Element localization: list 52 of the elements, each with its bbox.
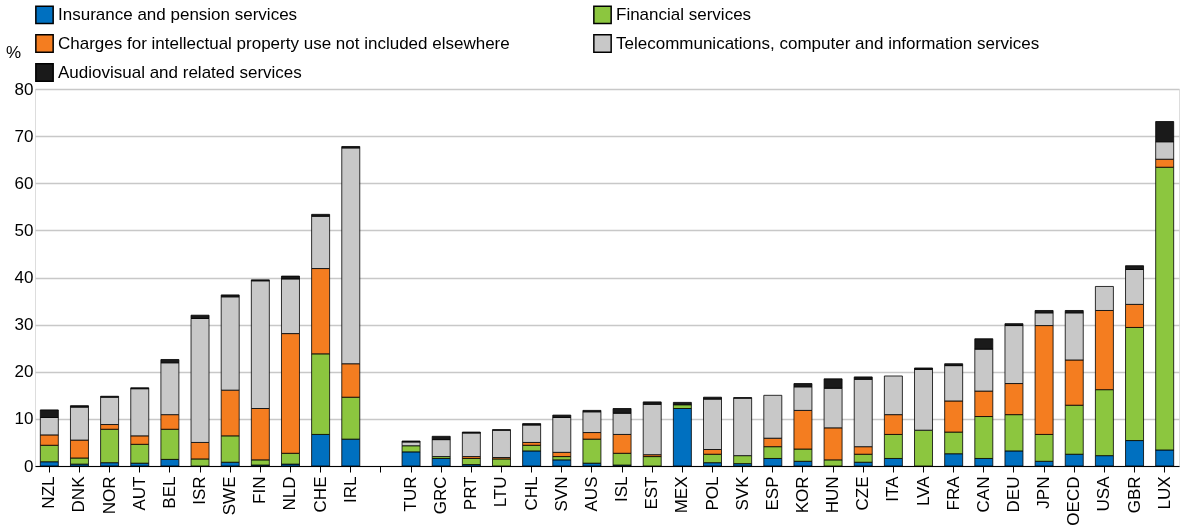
- x-tick-label: CZE: [853, 476, 873, 511]
- y-tick-label: 30: [14, 315, 34, 335]
- y-tick-label: 40: [14, 268, 34, 287]
- legend-label: Charges for intellectual property use not included elsewhere: [58, 33, 510, 53]
- y-axis-title: %: [5, 42, 22, 62]
- x-tick-label: AUT: [129, 476, 149, 511]
- x-tick-label: OECD: [1064, 476, 1084, 526]
- x-tick-label: EST: [642, 476, 662, 510]
- y-tick-label: 10: [14, 409, 34, 429]
- x-tick-label: CHE: [310, 476, 330, 513]
- x-tick-label: DNK: [69, 475, 89, 513]
- x-tick-label: ISR: [190, 476, 210, 505]
- x-tick-label: SWE: [220, 476, 240, 516]
- x-tick-label: LVA: [913, 475, 933, 507]
- x-tick-label: FIN: [250, 476, 270, 504]
- x-tick-label: GRC: [431, 476, 451, 515]
- y-tick-label: 20: [14, 362, 34, 382]
- x-tick-label: PRT: [461, 476, 481, 511]
- y-tick-label: 50: [14, 220, 34, 240]
- x-tick-label: LUX: [1154, 476, 1174, 510]
- x-tick-label: SVK: [732, 475, 752, 511]
- x-tick-label: BEL: [159, 476, 179, 509]
- x-tick-label: LTU: [491, 476, 511, 508]
- x-tick-label: ITA: [883, 475, 903, 502]
- x-tick-label: AUS: [581, 476, 601, 512]
- x-tick-label: NOR: [99, 476, 119, 515]
- legend-label: Telecommunications, computer and information services: [616, 33, 1040, 53]
- x-tick-label: MEX: [672, 476, 692, 514]
- legend-label: Financial services: [616, 4, 752, 24]
- y-tick-label: 80: [14, 79, 34, 99]
- x-tick-label: ESP: [762, 476, 782, 511]
- x-tick-label: JPN: [1034, 476, 1054, 509]
- legend-label: Audiovisual and related services: [58, 62, 302, 82]
- legend-label: Insurance and pension services: [58, 4, 298, 24]
- x-tick-label: FRA: [943, 475, 963, 511]
- x-tick-label: USA: [1094, 475, 1114, 512]
- y-tick-label: 60: [14, 173, 34, 193]
- x-tick-label: CHL: [521, 476, 541, 511]
- x-tick-label: IRL: [340, 476, 360, 503]
- x-tick-label: GBR: [1124, 476, 1144, 514]
- x-tick-label: POL: [702, 476, 722, 511]
- y-tick-label: 0: [24, 456, 34, 476]
- x-tick-label: SVN: [551, 476, 571, 512]
- x-tick-label: CAN: [973, 476, 993, 513]
- x-tick-label: ISL: [612, 476, 632, 503]
- x-tick-label: HUN: [823, 476, 843, 514]
- x-tick-label: NZL: [39, 476, 59, 509]
- x-tick-label: DEU: [1003, 476, 1023, 513]
- x-tick-label: KOR: [792, 476, 812, 514]
- x-tick-label: NLD: [280, 476, 300, 511]
- x-tick-label: TUR: [401, 476, 421, 512]
- y-tick-label: 70: [14, 126, 34, 146]
